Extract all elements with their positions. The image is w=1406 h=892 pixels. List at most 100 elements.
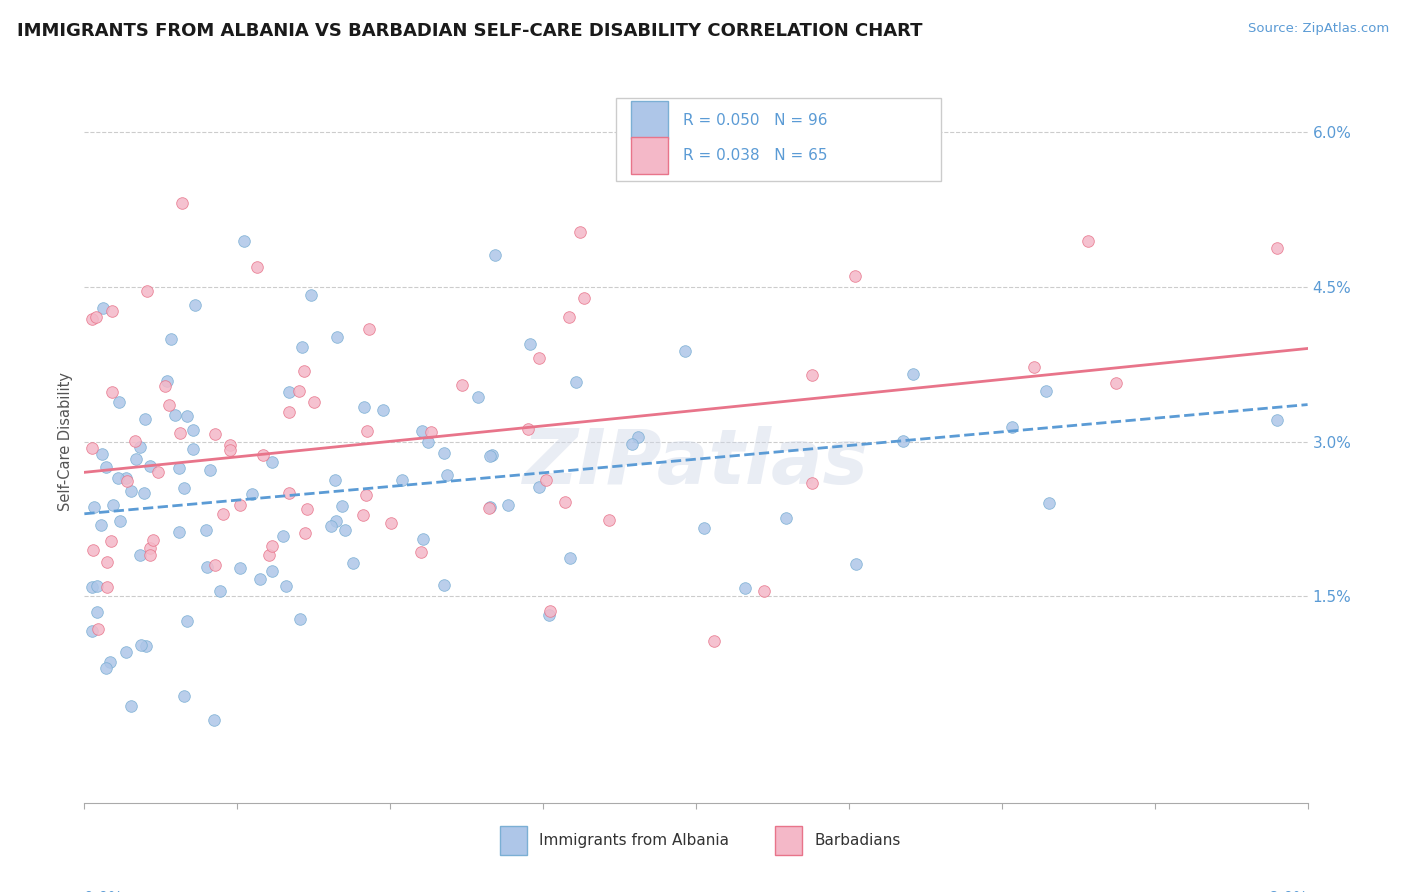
Point <box>569 226 592 240</box>
Point <box>754 584 776 599</box>
Point <box>176 614 198 628</box>
Point <box>527 480 550 494</box>
FancyBboxPatch shape <box>776 826 803 855</box>
Point <box>146 465 169 479</box>
Point <box>91 301 114 315</box>
Point <box>294 525 316 540</box>
Point <box>90 518 112 533</box>
Text: 0.0%: 0.0% <box>84 890 124 892</box>
Point <box>139 458 162 473</box>
Point <box>536 474 558 488</box>
Point <box>1077 234 1099 248</box>
Point <box>380 516 402 530</box>
Text: IMMIGRANTS FROM ALBANIA VS BARBADIAN SELF-CARE DISABILITY CORRELATION CHART: IMMIGRANTS FROM ALBANIA VS BARBADIAN SEL… <box>17 22 922 40</box>
Point <box>527 351 550 366</box>
Point <box>373 402 395 417</box>
Point <box>800 475 823 490</box>
Point <box>558 551 581 566</box>
Point <box>565 376 588 390</box>
Point <box>204 426 226 441</box>
Point <box>94 661 117 675</box>
Text: ZIPatlas: ZIPatlas <box>523 426 869 500</box>
Text: Source: ZipAtlas.com: Source: ZipAtlas.com <box>1249 22 1389 36</box>
Point <box>288 612 311 626</box>
Point <box>538 607 561 622</box>
FancyBboxPatch shape <box>501 826 527 855</box>
Point <box>433 446 456 460</box>
Point <box>91 447 114 461</box>
Point <box>302 394 325 409</box>
Y-axis label: Self-Care Disability: Self-Care Disability <box>58 372 73 511</box>
Point <box>86 606 108 620</box>
Point <box>249 572 271 586</box>
Point <box>845 557 868 571</box>
Point <box>194 523 217 537</box>
Point <box>169 426 191 441</box>
Text: R = 0.050   N = 96: R = 0.050 N = 96 <box>682 112 827 128</box>
Point <box>356 424 378 438</box>
Point <box>325 514 347 528</box>
Point <box>271 529 294 543</box>
Point <box>620 436 643 450</box>
Point <box>208 584 231 599</box>
Point <box>262 455 284 469</box>
Point <box>101 385 124 400</box>
Point <box>540 604 562 618</box>
Text: Immigrants from Albania: Immigrants from Albania <box>540 833 730 848</box>
Point <box>173 481 195 495</box>
Point <box>229 499 252 513</box>
Point <box>195 560 218 574</box>
Point <box>219 438 242 452</box>
Point <box>96 555 118 569</box>
Point <box>80 624 103 638</box>
Point <box>342 556 364 570</box>
Point <box>260 539 283 553</box>
Point <box>98 655 121 669</box>
Point <box>418 435 440 450</box>
Point <box>94 459 117 474</box>
Point <box>278 385 301 400</box>
Point <box>86 622 108 636</box>
Point <box>352 508 374 522</box>
Point <box>129 638 152 652</box>
Point <box>101 498 124 512</box>
Point <box>107 471 129 485</box>
Point <box>156 374 179 388</box>
Point <box>333 523 356 537</box>
Point <box>157 398 180 412</box>
Point <box>295 502 318 516</box>
Point <box>1265 413 1288 427</box>
Point <box>114 645 136 659</box>
Point <box>135 639 157 653</box>
FancyBboxPatch shape <box>631 136 668 174</box>
Point <box>299 288 322 302</box>
Point <box>169 460 191 475</box>
Point <box>184 298 207 312</box>
Point <box>125 452 148 467</box>
Point <box>801 368 824 382</box>
Point <box>108 395 131 409</box>
Point <box>80 311 103 326</box>
Point <box>136 284 159 298</box>
Point <box>359 322 381 336</box>
Point <box>115 471 138 485</box>
Point <box>519 337 541 351</box>
Point <box>411 425 433 439</box>
Point <box>260 564 283 578</box>
Point <box>734 582 756 596</box>
Point <box>246 260 269 274</box>
Point <box>323 473 346 487</box>
Point <box>120 699 142 714</box>
Point <box>204 558 226 573</box>
Point <box>173 689 195 703</box>
Point <box>181 442 204 456</box>
Point <box>409 545 432 559</box>
Point <box>100 534 122 549</box>
Point <box>257 548 280 562</box>
Text: R = 0.038   N = 65: R = 0.038 N = 65 <box>682 148 827 163</box>
Point <box>134 412 156 426</box>
Point <box>134 486 156 500</box>
Point <box>276 579 298 593</box>
Point <box>277 486 299 500</box>
Point <box>496 498 519 512</box>
